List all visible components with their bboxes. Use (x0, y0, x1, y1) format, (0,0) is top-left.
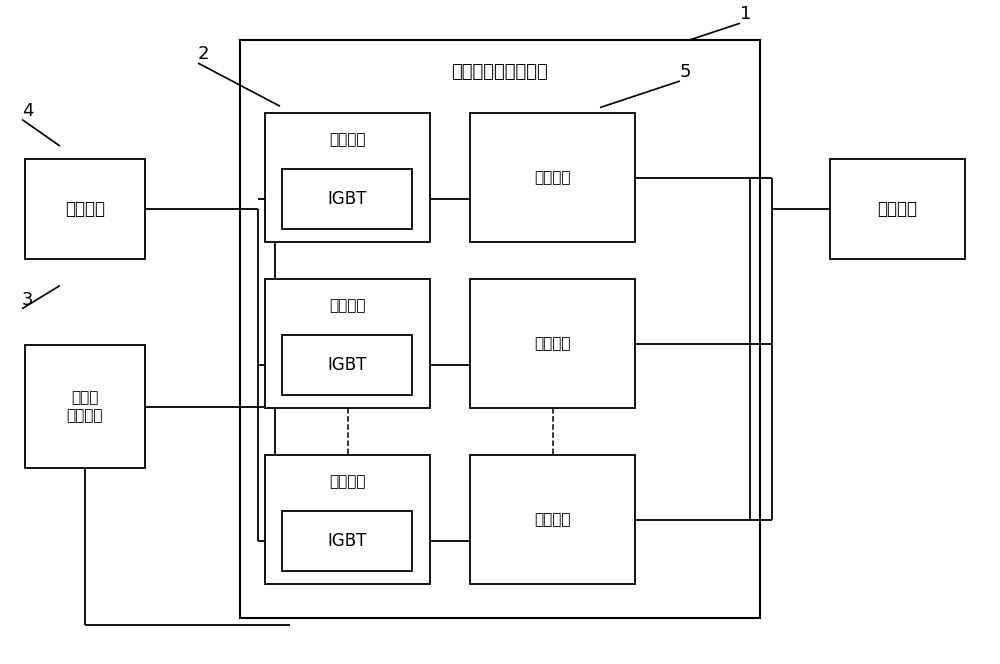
Text: 2: 2 (198, 45, 210, 63)
Text: 测试与
控制模块: 测试与 控制模块 (67, 390, 103, 423)
Text: 测试工位: 测试工位 (329, 132, 366, 147)
Bar (470, 279, 635, 408)
Text: 电源引线: 电源引线 (534, 336, 571, 351)
Bar (470, 113, 635, 242)
Text: 1: 1 (740, 5, 751, 23)
Bar (282, 511, 412, 571)
Bar (470, 455, 635, 584)
Bar (265, 113, 430, 242)
Bar (240, 40, 760, 618)
Text: 可变温度湿度试验筱: 可变温度湿度试验筱 (452, 62, 548, 81)
Bar (282, 335, 412, 395)
Bar (25, 345, 145, 468)
Text: 4: 4 (22, 102, 34, 120)
Text: 测试电源: 测试电源 (65, 200, 105, 218)
Text: IGBT: IGBT (327, 356, 367, 374)
Text: IGBT: IGBT (327, 532, 367, 550)
Text: 测试工位: 测试工位 (329, 298, 366, 313)
Text: 电源引线: 电源引线 (534, 170, 571, 185)
Text: 5: 5 (680, 63, 692, 81)
Bar (265, 279, 430, 408)
Text: 3: 3 (22, 291, 34, 309)
Bar (265, 455, 430, 584)
Bar (282, 169, 412, 229)
Text: 电源引线: 电源引线 (534, 512, 571, 527)
Bar (830, 159, 965, 259)
Bar (25, 159, 145, 259)
Text: 外接电源: 外接电源 (878, 200, 918, 218)
Text: IGBT: IGBT (327, 190, 367, 208)
Text: 测试工位: 测试工位 (329, 474, 366, 489)
